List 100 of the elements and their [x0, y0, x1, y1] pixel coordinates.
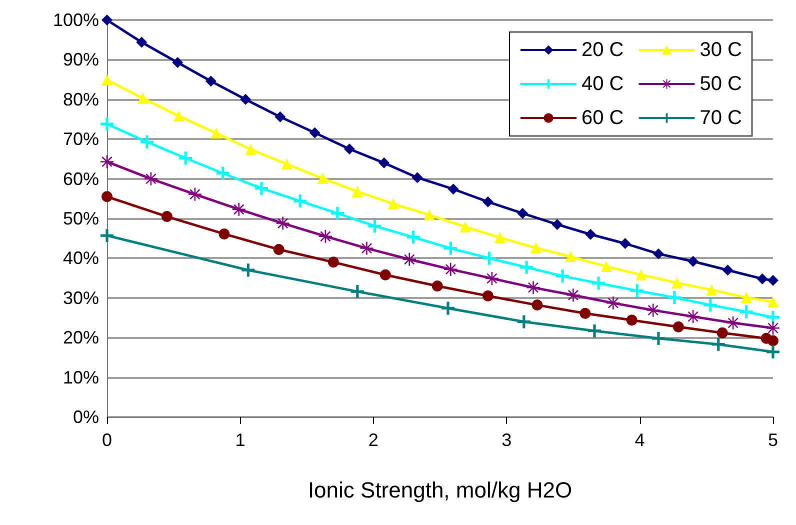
point	[255, 182, 268, 195]
y-tick-label: 20%	[62, 328, 99, 348]
point	[100, 118, 114, 131]
legend-label: 70 C	[700, 107, 742, 129]
point	[482, 196, 494, 208]
x-tick-label: 3	[502, 430, 512, 450]
point	[205, 76, 216, 87]
point	[580, 308, 591, 319]
y-tick-label: 70%	[62, 129, 99, 150]
point	[668, 291, 681, 304]
legend-label: 40 C	[582, 73, 624, 95]
point	[532, 300, 543, 311]
point	[368, 220, 382, 233]
point	[606, 296, 620, 310]
legend-label: 30 C	[700, 39, 742, 61]
point	[402, 252, 416, 266]
point	[173, 110, 184, 122]
y-tick-label: 10%	[62, 367, 99, 388]
point	[768, 296, 778, 308]
point	[352, 186, 363, 198]
point	[601, 261, 612, 272]
point	[626, 314, 638, 326]
point	[378, 157, 390, 168]
point	[102, 74, 112, 86]
point	[294, 194, 307, 208]
point	[756, 273, 768, 284]
point	[281, 158, 292, 170]
point	[100, 229, 114, 242]
point	[144, 172, 158, 186]
point	[137, 92, 148, 104]
point	[412, 172, 423, 184]
y-tick-label: 40%	[62, 248, 99, 268]
x-tick-label: 5	[768, 430, 778, 450]
point	[161, 211, 172, 222]
point	[380, 269, 391, 280]
point	[530, 242, 542, 254]
point	[556, 270, 570, 283]
point	[636, 269, 647, 280]
legend-label: 20 C	[582, 39, 624, 61]
point	[210, 128, 222, 139]
point	[245, 144, 256, 155]
point	[444, 262, 458, 276]
point	[240, 94, 252, 105]
point	[688, 256, 699, 267]
point	[652, 248, 664, 260]
point	[328, 256, 339, 268]
point	[588, 324, 602, 338]
point	[232, 202, 246, 216]
point	[482, 290, 494, 302]
point	[274, 111, 286, 122]
point	[672, 277, 683, 288]
point	[552, 218, 563, 230]
point	[585, 228, 596, 240]
point	[273, 244, 284, 255]
point	[102, 191, 112, 202]
x-axis-title: Ionic Strength, mol/kg H2O	[308, 478, 572, 502]
point	[218, 228, 230, 240]
point	[704, 298, 717, 312]
point	[350, 285, 364, 298]
point	[768, 335, 778, 346]
point	[646, 304, 660, 317]
point	[566, 288, 580, 302]
x-tick-label: 4	[634, 430, 645, 450]
y-tick-label: 100%	[52, 10, 99, 30]
point	[526, 281, 540, 294]
x-tick-label: 0	[102, 430, 112, 450]
point	[620, 238, 631, 250]
point	[460, 221, 471, 232]
point	[136, 36, 148, 48]
legend-label: 50 C	[700, 73, 742, 95]
point	[766, 345, 780, 358]
point	[317, 172, 328, 184]
point	[424, 209, 435, 220]
y-tick-label: 60%	[62, 168, 99, 189]
point	[706, 284, 718, 296]
point	[140, 135, 154, 148]
point	[716, 327, 728, 338]
point	[309, 127, 320, 138]
y-tick-label: 0%	[72, 407, 99, 427]
point	[565, 251, 576, 262]
y-tick-label: 50%	[62, 208, 99, 228]
point	[448, 184, 459, 195]
y-tick-label: 90%	[62, 50, 99, 70]
point	[441, 302, 454, 315]
y-tick-label: 80%	[62, 89, 99, 110]
point	[722, 264, 734, 276]
point	[388, 198, 399, 210]
y-tick-label: 30%	[62, 288, 99, 308]
x-tick-label: 2	[368, 430, 378, 450]
point	[188, 188, 202, 201]
point	[517, 208, 528, 219]
point	[672, 321, 684, 332]
point	[100, 155, 114, 168]
point	[740, 292, 752, 304]
point	[344, 144, 355, 155]
point	[102, 14, 112, 26]
point	[172, 56, 184, 68]
point	[592, 276, 606, 290]
legend-label: 60 C	[582, 107, 624, 129]
point	[768, 274, 778, 286]
